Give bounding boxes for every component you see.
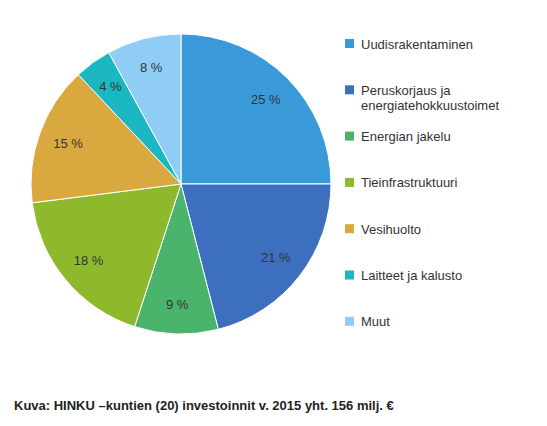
pie-slice [32, 184, 181, 327]
data-label: 18 % [74, 253, 104, 268]
data-label: 15 % [53, 136, 83, 151]
caption: Kuva: HINKU –kuntien (20) investoinnit v… [14, 398, 394, 413]
legend-label: Tieinfrastruktuuri [361, 175, 457, 190]
legend-label: Laitteet ja kalusto [361, 268, 462, 283]
legend-label: Energian jakelu [361, 129, 451, 144]
data-label: 4 % [99, 79, 122, 94]
chart: 25 % 21 % 9 % 18 % 15 % 4 % 8 % Uudisrakentamin… [0, 0, 547, 426]
legend-swatch [345, 132, 354, 141]
legend-swatch [345, 224, 354, 233]
legend-swatch [345, 39, 354, 48]
data-label: 25 % [251, 92, 281, 107]
pie-slice [109, 34, 181, 184]
legend-label: Vesihuolto [361, 222, 421, 237]
legend-label: Peruskorjaus ja energiatehokkuustoimet [361, 83, 499, 113]
data-label: 21 % [261, 250, 291, 265]
pie-slice [181, 34, 331, 184]
legend-swatch [345, 271, 354, 280]
legend: Uudisrakentaminen Peruskorjaus ja energia… [345, 37, 499, 330]
data-label: 8 % [140, 60, 163, 75]
data-label: 9 % [166, 296, 189, 311]
legend-label: Uudisrakentaminen [361, 37, 473, 52]
legend-label: Muut [361, 314, 390, 329]
legend-swatch [345, 178, 354, 187]
pie [31, 34, 331, 334]
legend-swatch [345, 317, 354, 326]
legend-swatch [345, 85, 354, 94]
data-labels: 25 % 21 % 9 % 18 % 15 % 4 % 8 % [53, 60, 291, 311]
